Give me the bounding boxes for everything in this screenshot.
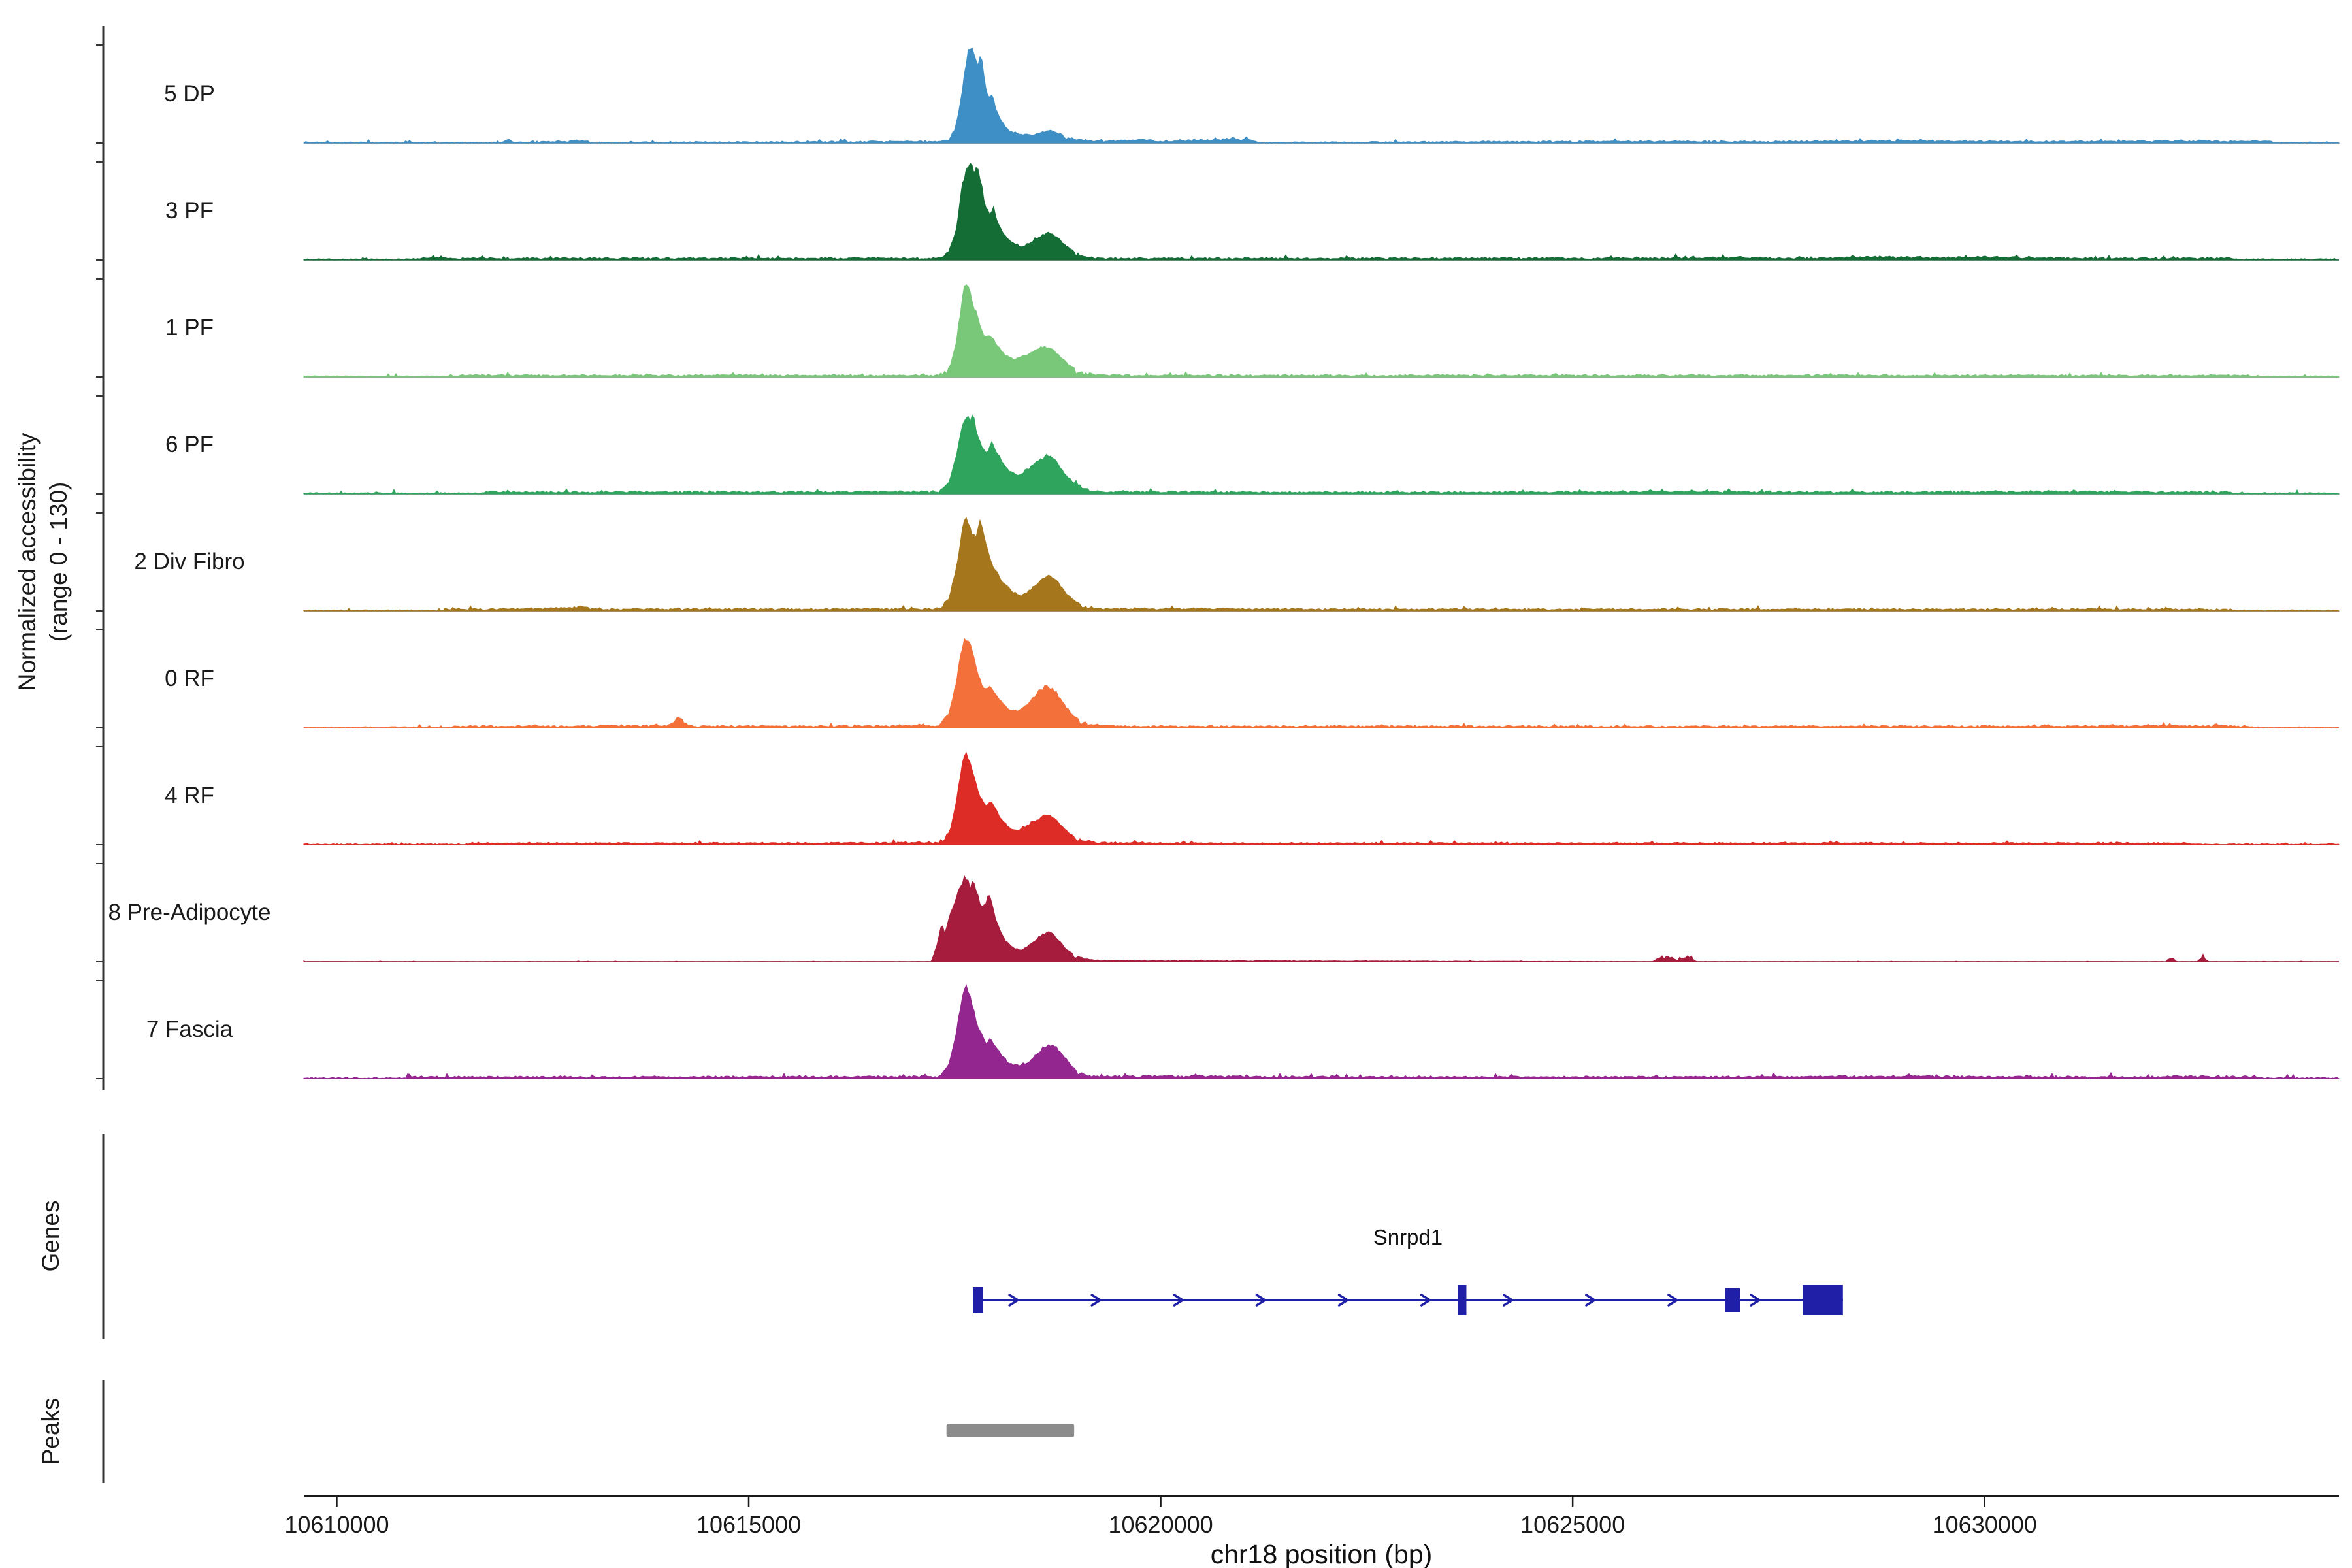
track-label-6-pf: 6 PF bbox=[165, 432, 214, 457]
gene-exon-3 bbox=[1803, 1285, 1843, 1315]
x-axis-tick-label: 10610000 bbox=[284, 1511, 389, 1538]
gene-strand-arrow-icon bbox=[1008, 1294, 1019, 1307]
peak-region-0 bbox=[946, 1424, 1075, 1437]
track-label-1-pf: 1 PF bbox=[165, 315, 214, 340]
x-axis-tick-label: 10630000 bbox=[1933, 1511, 2037, 1538]
x-axis-tick-label: 10620000 bbox=[1108, 1511, 1213, 1538]
x-axis-tick-label: 10615000 bbox=[696, 1511, 801, 1538]
gene-strand-arrow-icon bbox=[1585, 1294, 1596, 1307]
track-label-2-div-fibro: 2 Div Fibro bbox=[134, 549, 245, 574]
gene-strand-arrow-icon bbox=[1503, 1294, 1514, 1307]
gene-exon-2 bbox=[1725, 1288, 1740, 1312]
track-area-6-pf bbox=[303, 414, 2340, 495]
track-label-8-pre-adipocyte: 8 Pre-Adipocyte bbox=[108, 900, 271, 925]
gene-name-label: Snrpd1 bbox=[1373, 1225, 1443, 1249]
gene-strand-arrow-icon bbox=[1750, 1294, 1761, 1307]
track-area-3-pf bbox=[303, 163, 2340, 261]
x-axis-tick-label: 10625000 bbox=[1520, 1511, 1625, 1538]
gene-strand-arrow-icon bbox=[1255, 1294, 1267, 1307]
gene-exon-1 bbox=[1458, 1285, 1467, 1315]
gene-strand-arrow-icon bbox=[1173, 1294, 1184, 1307]
gene-strand-arrow-icon bbox=[1337, 1294, 1349, 1307]
track-area-7-fascia bbox=[303, 983, 2340, 1079]
track-area-8-pre-adipocyte bbox=[303, 875, 2340, 962]
track-area-1-pf bbox=[303, 284, 2340, 378]
track-label-4-rf: 4 RF bbox=[165, 783, 214, 808]
track-label-5-dp: 5 DP bbox=[164, 81, 215, 106]
gene-strand-arrow-icon bbox=[1090, 1294, 1102, 1307]
gene-strand-arrow-icon bbox=[1420, 1294, 1431, 1307]
track-area-5-dp bbox=[303, 47, 2340, 144]
track-label-3-pf: 3 PF bbox=[165, 198, 214, 223]
track-area-0-rf bbox=[303, 638, 2340, 728]
gene-exon-0 bbox=[973, 1287, 983, 1313]
track-area-4-rf bbox=[303, 751, 2340, 845]
track-label-7-fascia: 7 Fascia bbox=[146, 1017, 233, 1042]
track-area-2-div-fibro bbox=[303, 517, 2340, 612]
track-label-0-rf: 0 RF bbox=[165, 666, 214, 691]
x-axis-title: chr18 position (bp) bbox=[1210, 1539, 1433, 1568]
gene-strand-arrow-icon bbox=[1667, 1294, 1678, 1307]
